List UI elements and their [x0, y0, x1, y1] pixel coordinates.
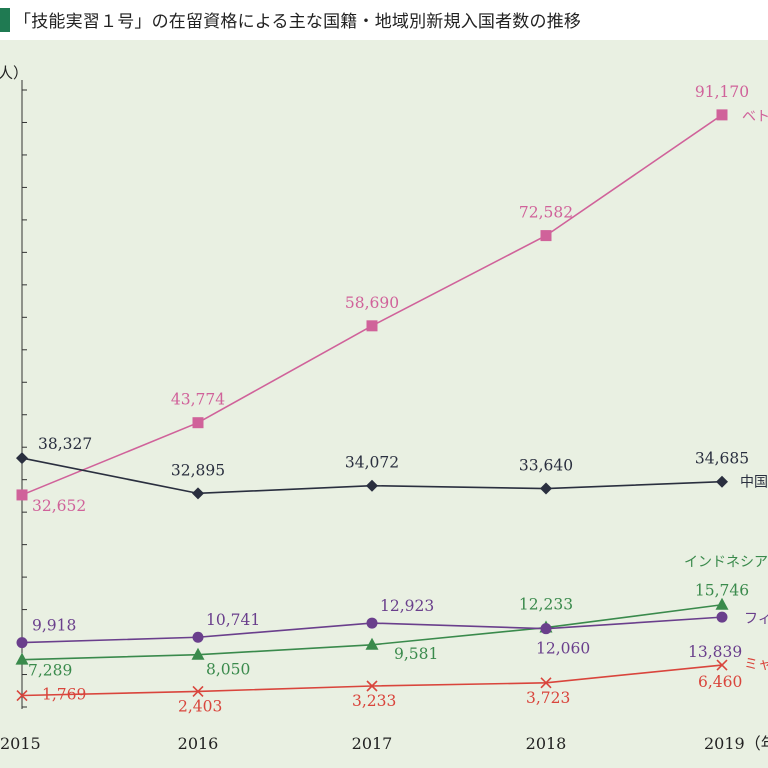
- china-data-label: 34,072: [345, 454, 399, 472]
- philippines-point: [540, 623, 552, 635]
- vietnam-data-label: 72,582: [519, 204, 573, 222]
- x-tick-label: 2016: [178, 734, 219, 753]
- myanmar-point: [192, 685, 204, 697]
- chart-background: [0, 40, 768, 768]
- myanmar-data-label: 2,403: [178, 697, 222, 715]
- vietnam-point: [540, 230, 552, 242]
- indonesia-line: [21, 603, 723, 661]
- china-point: [16, 452, 28, 465]
- indonesia-data-label: 9,581: [394, 645, 438, 663]
- philippines-point: [16, 637, 28, 649]
- indonesia-series-name: インドネシア: [684, 555, 768, 571]
- myanmar-point: [540, 677, 552, 689]
- x-tick-label: 2019（年: [704, 734, 768, 753]
- myanmar-data-label: 6,460: [698, 673, 742, 691]
- philippines-data-label: 12,060: [536, 640, 590, 658]
- myanmar-point: [716, 659, 728, 671]
- myanmar-data-label: 3,233: [352, 692, 396, 710]
- vietnam-point: [192, 417, 204, 429]
- vietnam-data-label: 43,774: [171, 391, 225, 409]
- title-accent-mark: [0, 8, 10, 32]
- china-data-label: 33,640: [519, 457, 573, 475]
- china-point: [540, 482, 552, 495]
- myanmar-series-name: ミャ: [744, 657, 768, 673]
- china-data-label: 34,685: [695, 450, 749, 468]
- chart-title: 「技能実習１号」の在留資格による主な国籍・地域別新規入国者数の推移: [14, 12, 582, 32]
- title-bar: 「技能実習１号」の在留資格による主な国籍・地域別新規入国者数の推移: [0, 0, 768, 40]
- philippines-data-label: 10,741: [206, 611, 260, 629]
- myanmar-data-label: 3,723: [526, 689, 570, 707]
- china-data-label: 38,327: [38, 435, 92, 453]
- x-tick-label: 2018: [526, 734, 567, 753]
- philippines-data-label: 13,839: [688, 643, 742, 661]
- indonesia-data-label: 7,289: [28, 662, 72, 680]
- x-tick-label: 2017: [352, 734, 393, 753]
- vietnam-data-label: 32,652: [32, 497, 86, 515]
- china-point: [366, 479, 378, 492]
- philippines-point: [366, 617, 378, 629]
- philippines-point: [716, 611, 728, 623]
- vietnam-data-label: 58,690: [345, 294, 399, 312]
- china-point: [192, 487, 204, 500]
- myanmar-data-label: 1,769: [42, 686, 86, 704]
- philippines-data-label: 9,918: [32, 617, 76, 635]
- vietnam-point: [366, 320, 378, 332]
- myanmar-line: [21, 664, 723, 697]
- vietnam-point: [16, 489, 28, 501]
- line-chart: 人） 2015 2016 2017 2018 2019（年 32,652 43,774 58,6…: [0, 64, 768, 753]
- myanmar-point: [366, 680, 378, 692]
- china-series-name: 中国: [740, 475, 768, 491]
- china-data-label: 32,895: [171, 461, 225, 479]
- indonesia-point: [715, 597, 729, 610]
- china-point: [716, 475, 728, 488]
- philippines-data-label: 12,923: [380, 597, 434, 615]
- x-tick-label: 2015: [0, 734, 41, 753]
- vietnam-series-name: ベト: [742, 109, 768, 125]
- vietnam-point: [716, 109, 728, 121]
- philippines-point: [192, 631, 204, 643]
- indonesia-point: [15, 652, 29, 665]
- philippines-series-name: フィ: [744, 611, 768, 627]
- y-axis-label: 人）: [0, 64, 28, 82]
- indonesia-data-label: 12,233: [519, 596, 573, 614]
- vietnam-data-label: 91,170: [695, 83, 749, 101]
- indonesia-point: [191, 647, 205, 660]
- indonesia-point: [365, 637, 379, 650]
- indonesia-data-label: 15,746: [695, 582, 749, 600]
- indonesia-data-label: 8,050: [206, 661, 250, 679]
- myanmar-point: [16, 689, 28, 702]
